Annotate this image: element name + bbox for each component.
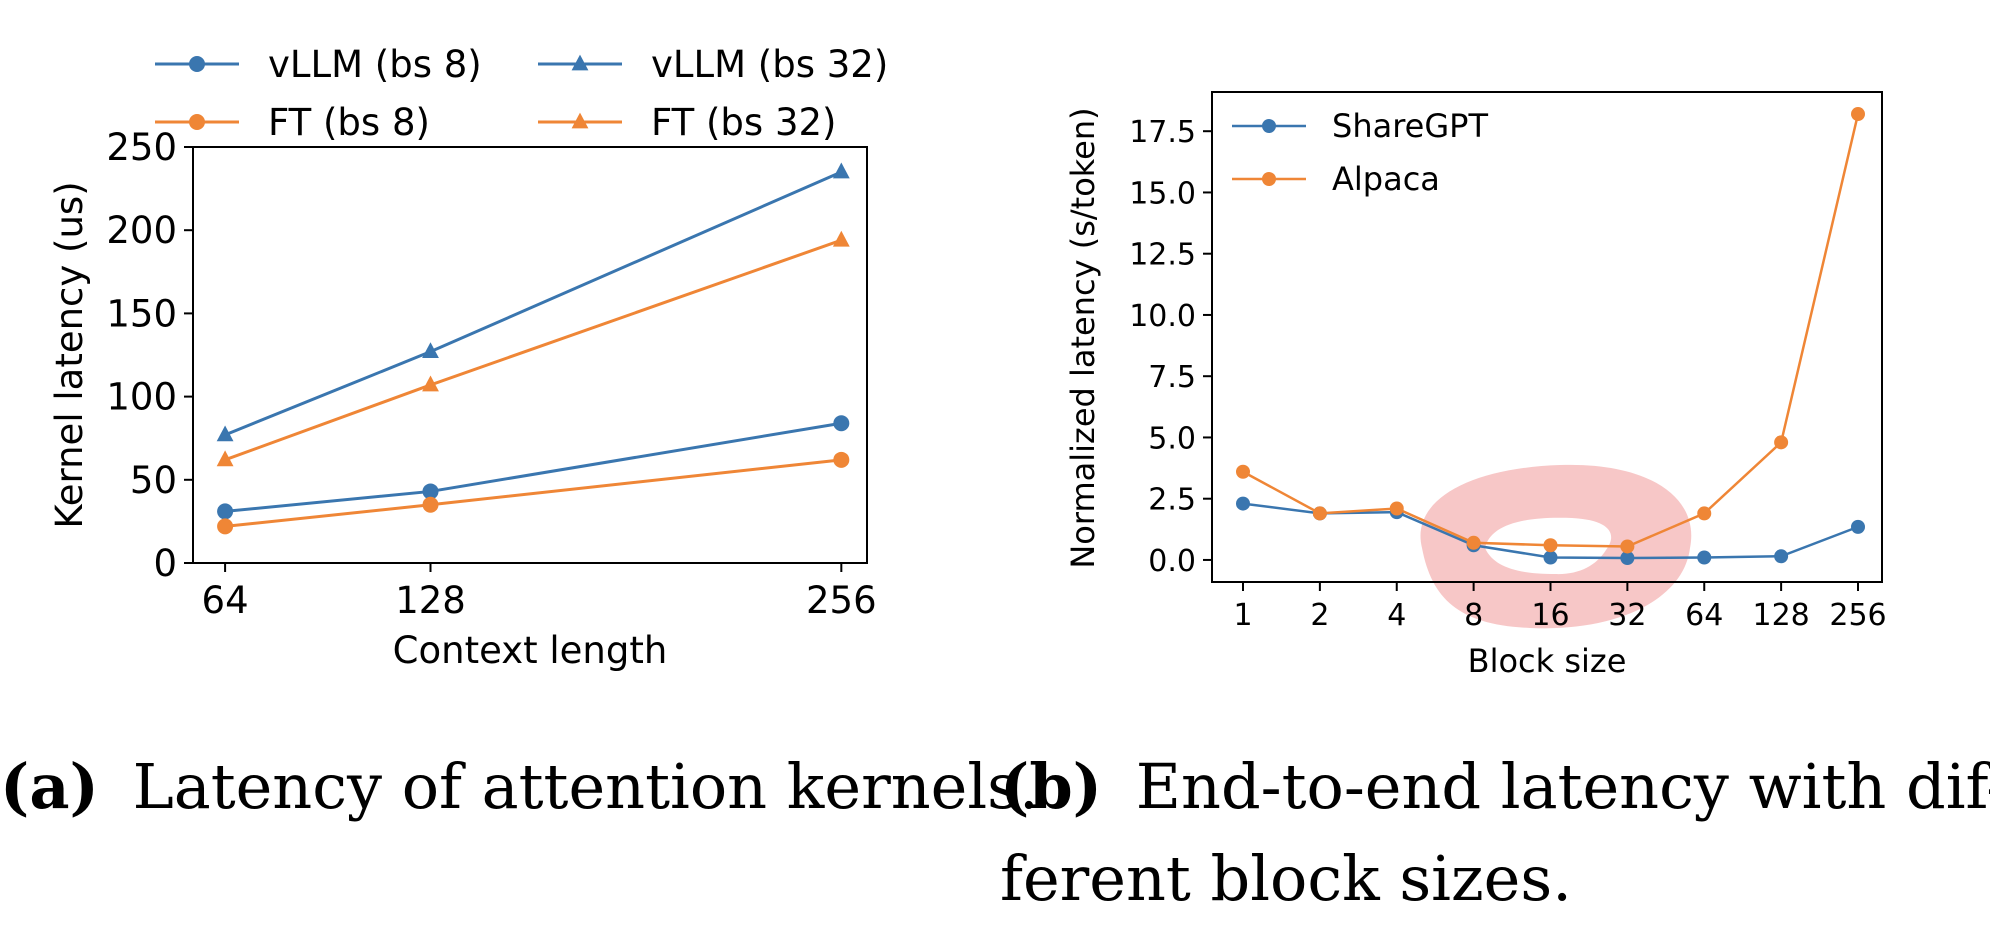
y-tick-label: 0.0 (1148, 544, 1196, 579)
data-point (1312, 506, 1327, 521)
x-tick-label: 128 (1752, 598, 1809, 633)
y-tick-label: 12.5 (1129, 238, 1196, 273)
caption-b-text-line1: End-to-end latency with dif- (1136, 750, 1990, 823)
caption-a: (a) Latency of attention kernels. (0, 750, 1039, 823)
x-tick-label: 4 (1387, 598, 1406, 633)
legend-marker (571, 112, 589, 129)
y-tick-label: 250 (106, 126, 177, 169)
data-point (1774, 549, 1789, 564)
data-point (217, 503, 234, 520)
data-point (833, 415, 850, 432)
caption-a-text: Latency of attention kernels. (133, 750, 1039, 823)
data-point (1543, 550, 1558, 565)
legend-marker (571, 54, 589, 71)
panel-a-x-axis-label: Context length (393, 629, 668, 672)
series-line (224, 421, 842, 513)
data-point (1697, 550, 1712, 565)
panel-b-legend: ShareGPT Alpaca (1232, 107, 1488, 198)
data-point (832, 230, 850, 247)
x-tick-label: 32 (1608, 598, 1646, 633)
data-point (1620, 550, 1635, 565)
data-point (1620, 539, 1635, 554)
x-tick-label: 256 (806, 579, 877, 622)
data-point (833, 451, 850, 468)
series-line (224, 238, 842, 462)
x-tick-label: 16 (1531, 598, 1569, 633)
data-point (1774, 435, 1789, 450)
panel-b-y-ticks: 0.0 2.5 5.0 7.5 10.0 12.5 15.0 17.5 (1129, 115, 1212, 579)
panel-b-x-axis-label: Block size (1468, 642, 1627, 680)
data-point (1236, 496, 1250, 511)
y-tick-label: 17.5 (1129, 115, 1196, 150)
legend-label: Alpaca (1332, 160, 1440, 198)
x-tick-label: 8 (1464, 598, 1483, 633)
y-tick-label: 10.0 (1129, 299, 1196, 334)
data-point (217, 518, 234, 535)
x-tick-label: 64 (1685, 598, 1723, 633)
y-tick-label: 150 (106, 292, 177, 335)
data-point (1389, 501, 1404, 516)
data-point (1543, 538, 1558, 553)
panel-b-series (1236, 107, 1865, 565)
caption-a-letter: (a) (0, 750, 99, 823)
x-tick-label: 2 (1310, 598, 1329, 633)
data-point (1851, 107, 1865, 122)
legend-label: FT (bs 8) (268, 101, 430, 144)
data-point (1697, 506, 1712, 521)
panel-a-x-ticks: 64 128 256 (202, 563, 877, 622)
panel-b-axes-frame (1211, 91, 1883, 583)
panel-a-y-axis-label: Kernel latency (us) (48, 181, 91, 528)
data-point (422, 375, 439, 392)
data-point (1466, 535, 1481, 550)
y-tick-label: 200 (106, 209, 177, 252)
panel-b-chart: 0.02.55.07.510.012.515.017.5 1 2 4 8 16 32 64 1… (1064, 91, 1887, 680)
y-tick-label: 50 (130, 459, 177, 502)
highlight-blob (1420, 464, 1692, 629)
panel-a-axes-frame (192, 146, 868, 564)
data-point (216, 425, 234, 442)
data-point (832, 162, 850, 179)
y-tick-label: 15.0 (1129, 176, 1196, 211)
legend-marker (189, 56, 205, 72)
data-point (422, 483, 439, 500)
data-point (422, 496, 439, 513)
caption-b-line1: (b) End-to-end latency with dif- (1000, 750, 1990, 823)
data-point (422, 342, 439, 359)
y-tick-label: 100 (106, 376, 177, 419)
y-tick-label: 0 (153, 542, 177, 585)
legend-label: vLLM (bs 32) (651, 43, 888, 86)
x-tick-label: 1 (1233, 598, 1252, 633)
y-tick-label: 5.0 (1148, 421, 1196, 456)
y-tick-label: 2.5 (1148, 483, 1196, 518)
x-tick-label: 128 (395, 579, 466, 622)
data-point (216, 450, 234, 467)
legend-label: FT (bs 32) (651, 101, 836, 144)
series-line (224, 458, 842, 528)
panel-b-y-axis-label: Normalized latency (s/token) (1064, 107, 1102, 568)
x-tick-label: 64 (202, 579, 249, 622)
caption-b-letter: (b) (1000, 750, 1102, 823)
series-line (224, 170, 842, 437)
legend-label: ShareGPT (1332, 107, 1488, 145)
panel-a-y-ticks: 0 50 100 150 200 250 (106, 126, 193, 585)
data-point (1236, 464, 1250, 479)
panel-a-legend: vLLM (bs 8) FT (bs 8) vLLM (bs 32) FT (bs 3… (155, 43, 888, 144)
y-tick-label: 7.5 (1148, 360, 1196, 395)
data-point (1851, 519, 1865, 534)
panel-b-x-ticks: 1 2 4 8 16 32 64 128 256 (1233, 582, 1887, 633)
legend-marker (1262, 172, 1276, 186)
x-tick-label: 256 (1829, 598, 1886, 633)
legend-marker (189, 114, 205, 130)
legend-label: vLLM (bs 8) (268, 43, 482, 86)
panel-a-series (216, 162, 850, 535)
panel-a-chart: vLLM (bs 8) FT (bs 8) vLLM (bs 32) FT (bs 3… (48, 43, 888, 672)
caption-b-line2: ferent block sizes. (1000, 842, 1572, 915)
legend-marker (1262, 119, 1276, 133)
